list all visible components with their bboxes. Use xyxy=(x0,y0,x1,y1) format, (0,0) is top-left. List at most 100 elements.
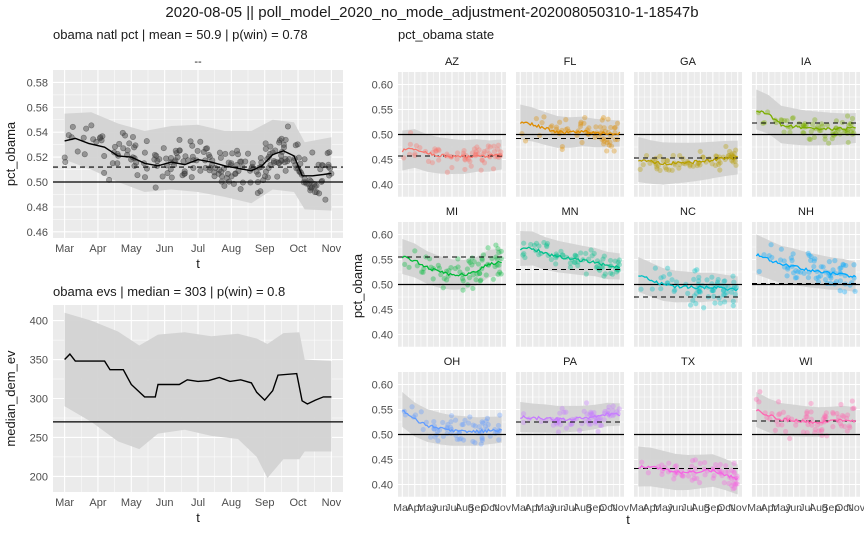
state-poll-point xyxy=(496,437,502,443)
state-series-line xyxy=(520,412,621,423)
state-poll-point xyxy=(495,271,501,277)
state-poll-point xyxy=(730,159,736,165)
state-poll-point xyxy=(601,138,607,144)
state-poll-point xyxy=(720,292,727,298)
y-tick-label: 0.40 xyxy=(372,480,393,492)
state-poll-point xyxy=(790,251,796,257)
poll-point xyxy=(131,144,138,151)
state-poll-point xyxy=(687,163,693,169)
state-uncertainty-band xyxy=(756,234,856,292)
state-poll-point xyxy=(689,463,695,469)
natl-title: obama natl pct | mean = 50.9 | p(win) = … xyxy=(53,27,308,42)
state-poll-point xyxy=(673,279,680,285)
state-poll-point xyxy=(731,470,737,476)
state-poll-point xyxy=(659,471,665,478)
state-poll-point xyxy=(599,129,605,135)
state-series-line xyxy=(755,253,857,278)
poll-point xyxy=(194,147,201,154)
state-poll-point xyxy=(608,133,614,140)
state-poll-point xyxy=(808,129,814,135)
state-poll-point xyxy=(733,480,739,486)
state-poll-point xyxy=(591,409,597,416)
state-poll-point xyxy=(715,276,721,283)
evs-title: obama evs | median = 303 | p(win) = 0.8 xyxy=(53,284,285,299)
poll-point xyxy=(197,167,204,174)
evs-panel: 200 250 300 350 400 Mar Apr May Jun Jul Aug Sep Oct N… xyxy=(3,305,343,525)
state-poll-point xyxy=(612,258,618,264)
state-poll-point xyxy=(815,274,822,280)
state-poll-point xyxy=(539,120,545,126)
state-poll-point xyxy=(465,420,472,426)
x-tick-label: Jul xyxy=(799,502,812,514)
state-poll-point xyxy=(520,411,527,417)
state-poll-point xyxy=(586,421,592,427)
state-poll-point xyxy=(485,143,491,149)
state-poll-point xyxy=(462,417,468,423)
state-poll-point xyxy=(589,253,595,259)
state-poll-point xyxy=(697,162,703,168)
poll-point xyxy=(318,162,325,169)
state-poll-point xyxy=(781,117,788,124)
y-tick-label: 0.40 xyxy=(372,180,393,192)
state-poll-point xyxy=(475,261,482,267)
state-poll-point xyxy=(496,262,502,268)
state-poll-point xyxy=(453,432,459,438)
state-poll-point xyxy=(732,291,738,297)
state-poll-point xyxy=(484,147,490,153)
state-poll-point xyxy=(477,278,483,284)
state-poll-point xyxy=(498,271,504,277)
state-poll-point xyxy=(577,427,583,433)
state-poll-point xyxy=(572,259,578,265)
state-poll-point xyxy=(778,117,784,123)
state-poll-point xyxy=(807,136,813,143)
state-poll-point xyxy=(601,125,607,131)
state-uncertainty-band xyxy=(756,392,856,437)
state-poll-point xyxy=(665,265,671,271)
poll-point xyxy=(307,187,314,194)
poll-point xyxy=(88,122,95,129)
state-poll-point xyxy=(834,410,840,417)
state-poll-point xyxy=(476,270,483,276)
state-poll-point xyxy=(485,245,491,251)
poll-point xyxy=(234,147,241,154)
state-strip-label: AZ xyxy=(445,56,459,68)
state-poll-point xyxy=(469,255,475,261)
state-poll-point xyxy=(608,143,615,149)
state-poll-point xyxy=(595,428,601,435)
state-poll-point xyxy=(788,255,794,261)
state-poll-point xyxy=(459,276,466,282)
state-poll-point xyxy=(730,298,736,304)
state-poll-point xyxy=(443,277,450,283)
state-poll-point xyxy=(479,434,485,441)
state-poll-point xyxy=(466,258,472,264)
x-tick-label: May xyxy=(121,497,142,509)
state-poll-point xyxy=(732,158,738,164)
y-tick-label: 0.45 xyxy=(372,155,393,167)
state-poll-point xyxy=(779,117,785,123)
state-poll-point xyxy=(731,485,738,491)
state-poll-point xyxy=(702,472,708,478)
poll-point xyxy=(274,173,281,180)
x-tick-label: Jul xyxy=(445,502,458,514)
state-poll-point xyxy=(731,150,737,156)
state-poll-point xyxy=(664,158,671,164)
state-poll-point xyxy=(578,250,584,256)
state-poll-point xyxy=(808,400,814,407)
state-poll-point xyxy=(731,460,737,467)
x-tick-label: Jul xyxy=(191,497,205,509)
state-poll-point xyxy=(785,266,791,272)
state-poll-point xyxy=(851,405,857,411)
state-panel-mi: MI 0.40 0.45 0.50 0.55 0.60 xyxy=(372,206,506,348)
state-poll-point xyxy=(697,460,703,466)
poll-point xyxy=(181,170,188,177)
state-poll-point xyxy=(479,157,485,164)
state-poll-point xyxy=(666,460,672,466)
state-poll-point xyxy=(601,141,607,147)
natl-panel: -- 0.46 0.48 0.50 0.52 0.54 0.56 0.58 Mar Apr May J… xyxy=(3,56,343,271)
state-poll-point xyxy=(838,401,844,408)
state-poll-point xyxy=(448,265,454,271)
state-poll-point xyxy=(522,254,528,261)
x-tick-label: Oct xyxy=(481,502,497,514)
state-poll-point xyxy=(460,278,466,284)
poll-point xyxy=(176,136,183,143)
